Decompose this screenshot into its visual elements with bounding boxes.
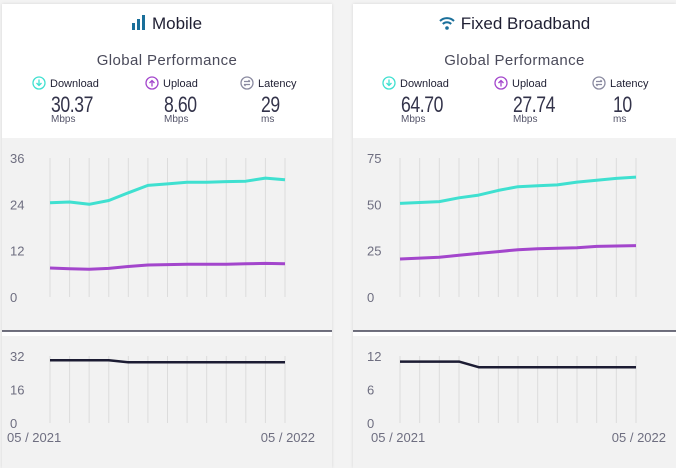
latency-series-line	[400, 360, 636, 369]
speed-series-line-upload	[399, 244, 637, 261]
speed-y-tick-label: 75	[367, 151, 381, 166]
download-label: Download	[50, 78, 99, 90]
wifi-icon	[439, 15, 455, 35]
latency-y-tick-label: 32	[10, 349, 24, 364]
latency-unit: ms	[261, 114, 275, 125]
panel-subtitle: Global Performance	[96, 52, 238, 69]
download-metric: Download 30.37 Mbps	[32, 76, 142, 125]
mobile-panel: Mobile Global Performance Download 30.37…	[2, 4, 332, 468]
latency-unit: ms	[613, 114, 627, 125]
panel-title: Fixed Broadband	[353, 14, 676, 35]
latency-metric: Latency 10 ms	[592, 76, 676, 125]
latency-y-tick-label: 0	[367, 416, 374, 431]
x-tick-label-end: 05 / 2022	[612, 430, 666, 445]
latency-plot-bg	[353, 336, 676, 468]
panel-title-text: Mobile	[151, 14, 203, 33]
upload-label: Upload	[512, 78, 547, 90]
upload-label: Upload	[163, 78, 198, 90]
latency-y-tick-label: 6	[367, 383, 374, 398]
latency-label: Latency	[610, 78, 649, 90]
upload-unit: Mbps	[164, 114, 189, 125]
download-value: 30.37	[51, 92, 94, 117]
latency-y-tick-label: 12	[367, 349, 381, 364]
download-metric: Download 64.70 Mbps	[382, 76, 492, 125]
panel-subtitle: Global Performance	[444, 52, 585, 69]
upload-icon	[494, 76, 508, 90]
speed-y-tick-label: 36	[10, 151, 24, 166]
latency-icon	[240, 76, 254, 90]
panel-title-text: Fixed Broadband	[460, 14, 591, 33]
fixed-broadband-panel: Fixed Broadband Global Performance Downl…	[353, 4, 676, 468]
signal-bars-icon	[131, 15, 146, 35]
latency-metric: Latency 29 ms	[240, 76, 332, 125]
latency-value: 29	[261, 92, 280, 117]
upload-value: 27.74	[513, 92, 556, 117]
download-unit: Mbps	[401, 114, 426, 125]
upload-unit: Mbps	[513, 114, 538, 125]
upload-metric: Upload 8.60 Mbps	[145, 76, 255, 125]
download-label: Download	[400, 78, 449, 90]
speed-series-line-upload	[49, 261, 286, 271]
x-tick-label-start: 05 / 2021	[7, 430, 61, 445]
speed-series-line-download	[49, 176, 286, 206]
speed-y-tick-label: 12	[10, 244, 24, 259]
mobile-chart: 0 12 24 36 0 16 32 05 / 2021 05 / 2022	[2, 138, 332, 468]
download-unit: Mbps	[51, 114, 76, 125]
speed-y-tick-label: 24	[10, 197, 24, 212]
speed-series-line-download	[399, 175, 637, 205]
speed-y-tick-label: 0	[367, 290, 374, 305]
upload-icon	[145, 76, 159, 90]
speed-y-tick-label: 0	[10, 290, 17, 305]
download-value: 64.70	[401, 92, 444, 117]
panel-title: Mobile	[2, 14, 332, 35]
latency-label: Latency	[258, 78, 297, 90]
download-icon	[32, 76, 46, 90]
latency-y-tick-label: 0	[10, 416, 17, 431]
x-tick-label-start: 05 / 2021	[371, 430, 425, 445]
latency-y-tick-label: 16	[10, 383, 24, 398]
latency-value: 10	[613, 92, 632, 117]
download-icon	[382, 76, 396, 90]
speed-plot-bg	[353, 138, 676, 331]
upload-value: 8.60	[164, 92, 197, 117]
x-tick-label-end: 05 / 2022	[261, 430, 315, 445]
fixed-broadband-chart: 0 25 50 75 0 6 12 05 / 2021 05 / 2022	[353, 138, 676, 468]
upload-metric: Upload 27.74 Mbps	[494, 76, 604, 125]
latency-series-line	[50, 358, 285, 364]
speed-y-tick-label: 50	[367, 197, 381, 212]
latency-icon	[592, 76, 606, 90]
speed-y-tick-label: 25	[367, 244, 381, 259]
